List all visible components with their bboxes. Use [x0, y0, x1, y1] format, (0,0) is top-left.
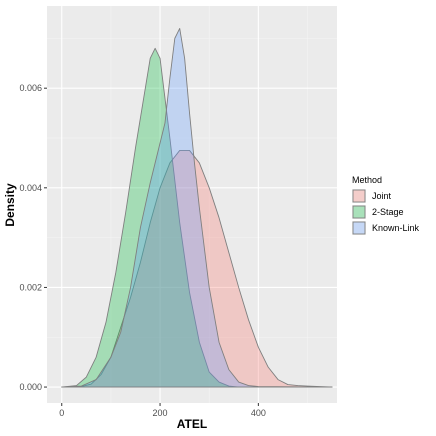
- legend-key-background: [352, 189, 366, 203]
- x-tick-label: 400: [251, 408, 266, 418]
- legend-key-background: [352, 205, 366, 219]
- y-tick-label: 0.000: [19, 382, 42, 392]
- legend-title: Method: [352, 175, 382, 185]
- legend-key-swatch: [352, 221, 366, 235]
- legend-label: 2-Stage: [372, 207, 404, 217]
- legend-key-swatch: [352, 189, 366, 203]
- x-axis: 0 200 400: [59, 403, 266, 418]
- density-areas: [61, 27, 333, 388]
- legend: Method Joint 2-Stage Known-Link: [352, 175, 420, 235]
- x-tick-label: 200: [153, 408, 168, 418]
- y-tick-label: 0.006: [19, 83, 42, 93]
- y-tick-label: 0.004: [19, 183, 42, 193]
- density-area-joint: [61, 150, 333, 388]
- x-axis-title: ATEL: [177, 417, 207, 431]
- x-tick-label: 0: [59, 408, 64, 418]
- plot-panel: [47, 6, 337, 403]
- density-area-known-link: [61, 27, 333, 388]
- y-axis: 0.000 0.002 0.004 0.006: [19, 83, 47, 392]
- y-tick-label: 0.002: [19, 282, 42, 292]
- legend-key-background: [352, 221, 366, 235]
- legend-label: Known-Link: [372, 223, 420, 233]
- density-area-2-stage: [61, 47, 333, 388]
- y-axis-title: Density: [3, 183, 17, 227]
- legend-label: Joint: [372, 191, 392, 201]
- legend-key-swatch: [352, 205, 366, 219]
